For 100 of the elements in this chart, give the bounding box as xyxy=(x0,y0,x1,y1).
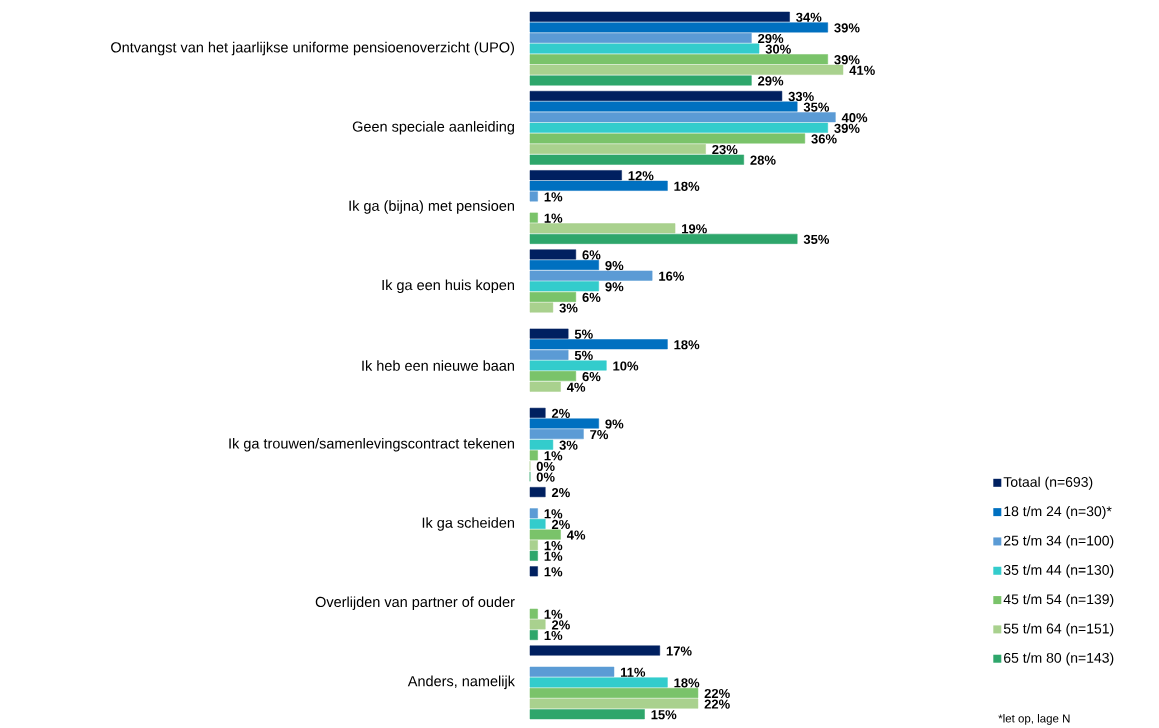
data-label: 2% xyxy=(551,408,570,418)
bar xyxy=(529,518,546,529)
data-label: 40% xyxy=(841,113,868,123)
bar xyxy=(529,407,546,418)
data-label: 1% xyxy=(544,567,563,577)
data-label: 11% xyxy=(620,667,646,677)
bar xyxy=(529,112,836,123)
bar xyxy=(529,170,622,181)
bar xyxy=(529,22,828,33)
data-label: 3% xyxy=(559,303,578,313)
bar xyxy=(529,566,538,577)
bar xyxy=(529,487,546,498)
data-label: 3% xyxy=(559,440,578,450)
bar xyxy=(529,381,561,392)
bar xyxy=(529,101,798,112)
bar xyxy=(529,540,538,551)
bar xyxy=(529,429,584,440)
data-label: 1% xyxy=(544,451,563,461)
bar xyxy=(529,291,577,302)
bar xyxy=(529,212,538,223)
data-label: 33% xyxy=(788,91,814,102)
data-label: 35% xyxy=(803,234,830,245)
bar xyxy=(529,32,752,43)
data-label: 1% xyxy=(544,609,563,619)
data-label: 17% xyxy=(666,646,692,656)
data-label: 35% xyxy=(803,102,830,112)
data-label: 18% xyxy=(674,678,700,688)
data-label: 39% xyxy=(834,123,860,133)
legend-label: 35 t/m 44 (n=130) xyxy=(1003,564,1114,578)
legend-label: 65 t/m 80 (n=143) xyxy=(1004,652,1114,666)
data-label: 18% xyxy=(674,340,700,350)
data-label: 1% xyxy=(544,541,563,551)
bar xyxy=(529,64,844,75)
data-label: 29% xyxy=(758,76,784,86)
bar xyxy=(529,302,554,313)
data-label: 1% xyxy=(544,213,563,223)
bar xyxy=(529,11,790,22)
legend-label: 25 t/m 34 (n=100) xyxy=(1004,535,1114,549)
bar xyxy=(529,645,661,656)
data-label: 1% xyxy=(544,551,563,561)
data-label: 1% xyxy=(544,192,563,202)
bar xyxy=(529,233,798,244)
bar xyxy=(529,144,706,155)
bar xyxy=(529,249,577,260)
bar xyxy=(529,223,676,234)
bar xyxy=(529,122,828,133)
bar xyxy=(529,439,554,450)
data-label: 15% xyxy=(651,710,677,720)
data-label: 28% xyxy=(750,155,776,165)
data-label: 22% xyxy=(704,688,730,699)
data-label: 30% xyxy=(765,44,791,54)
data-label: 16% xyxy=(659,271,685,281)
data-label: 34% xyxy=(796,12,822,22)
data-label: 6% xyxy=(582,250,601,260)
data-label: 41% xyxy=(849,65,875,75)
legend-label: 45 t/m 54 (n=139) xyxy=(1003,593,1114,607)
y-tick-label: Anders, namelijk xyxy=(407,675,515,690)
bar xyxy=(529,630,538,641)
data-label: 6% xyxy=(582,292,601,302)
data-label: 10% xyxy=(613,361,639,371)
data-label: 1% xyxy=(544,630,563,641)
data-label: 0% xyxy=(536,472,555,482)
data-label: 23% xyxy=(712,144,738,155)
bar xyxy=(529,709,645,720)
bar xyxy=(529,270,653,281)
bar xyxy=(529,339,668,350)
data-label: 4% xyxy=(566,382,586,392)
bar xyxy=(529,133,806,144)
bar xyxy=(529,75,752,86)
data-label: 39% xyxy=(834,23,860,33)
legend-label: 18 t/m 24 (n=30)* xyxy=(1004,505,1112,520)
data-label: 6% xyxy=(582,372,601,382)
bar xyxy=(529,550,538,561)
data-label: 2% xyxy=(551,620,570,630)
data-label: 5% xyxy=(574,350,593,360)
bar xyxy=(529,90,783,101)
data-label: 0% xyxy=(536,461,555,472)
y-tick-label: Ik heb een nieuwe baan xyxy=(362,360,514,371)
data-label: 2% xyxy=(551,519,570,530)
bar xyxy=(529,349,569,360)
legend-label: 55 t/m 64 (n=151) xyxy=(1003,623,1114,637)
y-tick-label: Ik ga een huis kopen xyxy=(382,279,514,294)
bar xyxy=(529,328,569,339)
data-label: 9% xyxy=(605,419,624,429)
data-label: 1% xyxy=(544,509,563,519)
bar xyxy=(529,677,668,688)
data-label: 29% xyxy=(758,33,784,44)
data-label: 9% xyxy=(605,260,624,271)
bar xyxy=(529,154,745,165)
data-label: 36% xyxy=(811,134,837,144)
bar xyxy=(529,698,699,709)
bar xyxy=(529,54,828,65)
data-label: 7% xyxy=(590,430,609,440)
data-label: 9% xyxy=(605,282,624,292)
bar xyxy=(529,666,615,677)
data-label: 2% xyxy=(551,488,570,498)
data-label: 18% xyxy=(674,181,700,191)
bar xyxy=(529,281,599,292)
data-label: 4% xyxy=(566,530,586,540)
y-tick-label: Ontvangst van het jaarlijkse uniforme pensioenoverzicht (UPO) xyxy=(111,41,514,56)
